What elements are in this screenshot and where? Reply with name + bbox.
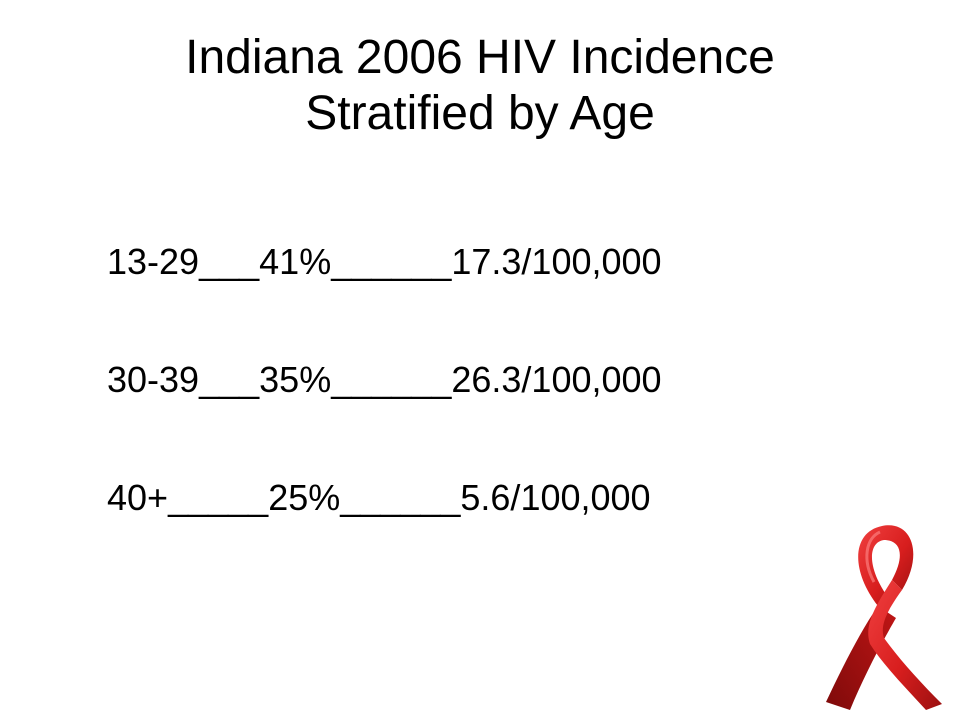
title-line-1: Indiana 2006 HIV Incidence (185, 31, 775, 84)
separator: ______ (331, 241, 452, 282)
title-line-2: Stratified by Age (305, 87, 655, 140)
separator: ______ (331, 359, 452, 400)
list-item: 40+ _____ 25% ______ 5.6/100,000 (107, 474, 662, 522)
separator: ______ (340, 477, 461, 518)
red-ribbon-icon (826, 525, 942, 710)
percent-value: 25% (268, 477, 341, 518)
percent-value: 41% (259, 241, 332, 282)
list-item: 13-29 ___ 41% ______ 17.3/100,000 (107, 238, 662, 286)
separator: ___ (199, 359, 260, 400)
rate-value: 5.6/100,000 (460, 477, 651, 518)
rate-value: 17.3/100,000 (451, 241, 662, 282)
ribbon-highlight (865, 530, 881, 583)
separator: _____ (168, 477, 269, 518)
ribbon-right-tail (868, 580, 942, 710)
age-range: 40+ (107, 477, 169, 518)
separator: ___ (199, 241, 260, 282)
slide-title: Indiana 2006 HIV Incidence Stratified by… (0, 30, 960, 142)
percent-value: 35% (259, 359, 332, 400)
list-item: 30-39 ___ 35% ______ 26.3/100,000 (107, 356, 662, 404)
rate-value: 26.3/100,000 (451, 359, 662, 400)
incidence-list: 13-29 ___ 41% ______ 17.3/100,000 30-39 ___ 35… (107, 238, 662, 592)
age-range: 13-29 (107, 241, 200, 282)
ribbon-loop (858, 525, 914, 606)
age-range: 30-39 (107, 359, 200, 400)
